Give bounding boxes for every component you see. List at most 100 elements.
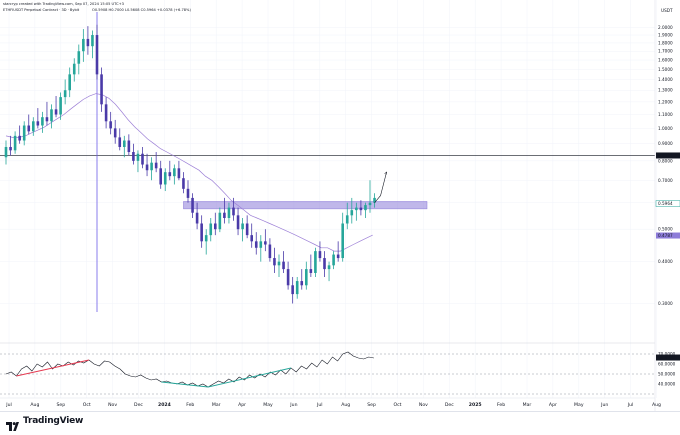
price-badge — [655, 200, 680, 207]
candle-body — [104, 104, 108, 122]
candle-body — [332, 254, 335, 266]
y-tick-label: 0.4000 — [658, 259, 673, 264]
candle-body — [54, 109, 58, 115]
x-tick-label: Nov — [108, 402, 117, 408]
candle-body — [282, 261, 285, 270]
rsi-tick-label: 70.0000 — [658, 352, 676, 357]
y-tick-label: 1.7000 — [658, 49, 673, 54]
candle-body — [264, 241, 267, 245]
y-tick-label: 1.6000 — [658, 58, 673, 63]
x-tick-label: Mar — [212, 402, 221, 408]
projection-path — [374, 172, 387, 203]
candle-body — [45, 117, 49, 122]
candle-body — [214, 223, 217, 230]
tradingview-logo-icon — [6, 416, 19, 431]
header-credit: starcryp created with TradingView.com, S… — [3, 2, 124, 6]
candle-body — [68, 74, 71, 91]
candle-body — [273, 258, 276, 266]
y-tick-label: 0.7000 — [658, 178, 673, 183]
x-tick-label: Jul — [627, 402, 634, 408]
candle-body — [223, 212, 226, 219]
candle-body — [132, 152, 135, 161]
candle-body — [236, 215, 240, 230]
moving-average-line — [5, 93, 373, 252]
candle-body — [345, 215, 349, 224]
candle-body — [13, 135, 17, 151]
footer-bar: TradingView — [0, 411, 680, 431]
candle-body — [123, 140, 126, 147]
candle-body — [95, 35, 99, 75]
candle-body — [195, 212, 199, 224]
candle-body — [150, 162, 153, 171]
candle-body — [63, 90, 67, 98]
candle-body — [136, 153, 140, 161]
y-tick-label: 1.1000 — [658, 112, 673, 117]
rsi-line — [5, 351, 374, 388]
x-tick-label: May — [263, 402, 273, 408]
candle-body — [86, 38, 90, 47]
candle-body — [305, 269, 308, 286]
candle-body — [200, 223, 203, 242]
price-badge-label: 0.8301 — [658, 153, 673, 158]
candle-body — [327, 265, 331, 270]
tradingview-logo[interactable]: TradingView — [6, 415, 84, 431]
x-tick-label: 2025 — [469, 402, 482, 408]
candle-body — [364, 205, 367, 211]
x-tick-label: Aug — [341, 402, 350, 408]
candle-body — [209, 223, 213, 236]
x-tick-label: Sep — [56, 402, 65, 408]
x-tick-label: Aug — [652, 402, 661, 408]
x-tick-label: Dec — [445, 402, 454, 408]
candle-body — [59, 97, 62, 115]
x-tick-label: Feb — [497, 402, 505, 408]
candle-body — [232, 207, 235, 216]
candle-body — [373, 197, 376, 203]
projection-arrow-icon — [384, 171, 387, 175]
candle-body — [145, 164, 149, 171]
price-badge-label: 0.4787 — [658, 233, 673, 238]
candle-body — [32, 121, 35, 132]
candle-body — [218, 212, 222, 230]
candle-body — [300, 281, 304, 286]
y-tick-label: 1.5000 — [658, 67, 673, 72]
candle-body — [18, 135, 21, 141]
candle-body — [254, 241, 258, 248]
x-tick-label: Mar — [523, 402, 532, 408]
candle-body — [109, 121, 112, 129]
y-tick-label: 0.3000 — [658, 301, 673, 306]
rsi-tick-label: 60.0000 — [658, 362, 676, 367]
candle-body — [268, 244, 272, 259]
rsi-tick-label: 50.0000 — [658, 372, 676, 377]
candle-body — [341, 223, 344, 259]
candle-body — [318, 251, 322, 259]
candle-body — [359, 207, 363, 211]
resistance-zone — [183, 201, 428, 210]
y-tick-label: 1.9000 — [658, 33, 673, 38]
candle-body — [77, 51, 81, 64]
price-badge — [656, 152, 680, 159]
candle-body — [191, 197, 194, 213]
candle-body — [22, 125, 26, 141]
candle-body — [168, 172, 172, 177]
candle-body — [323, 258, 326, 270]
candle-body — [286, 269, 290, 286]
currency-label: USDT — [661, 8, 673, 13]
candle-body — [314, 251, 317, 273]
x-tick-label: 2024 — [158, 402, 171, 408]
candle-body — [295, 281, 299, 295]
x-tick-label: Apr — [549, 402, 557, 408]
x-tick-label: Feb — [186, 402, 194, 408]
candle-body — [245, 223, 249, 236]
x-tick-label: May — [574, 402, 584, 408]
header-ohlc: O0.5908 H0.7000 L0.5608 C0.5964 +0.0378 … — [92, 8, 191, 12]
candle-body — [50, 109, 53, 122]
price-badge-label: 0.5964 — [658, 201, 673, 206]
candle-body — [127, 140, 131, 153]
x-tick-label: Oct — [394, 402, 402, 408]
tradingview-logo-text: TradingView — [23, 415, 84, 426]
candle-body — [182, 178, 185, 189]
candle-body — [4, 146, 8, 158]
y-tick-label: 1.3000 — [658, 88, 673, 93]
candle-body — [173, 168, 176, 177]
y-tick-label: 2.0000 — [658, 25, 673, 30]
